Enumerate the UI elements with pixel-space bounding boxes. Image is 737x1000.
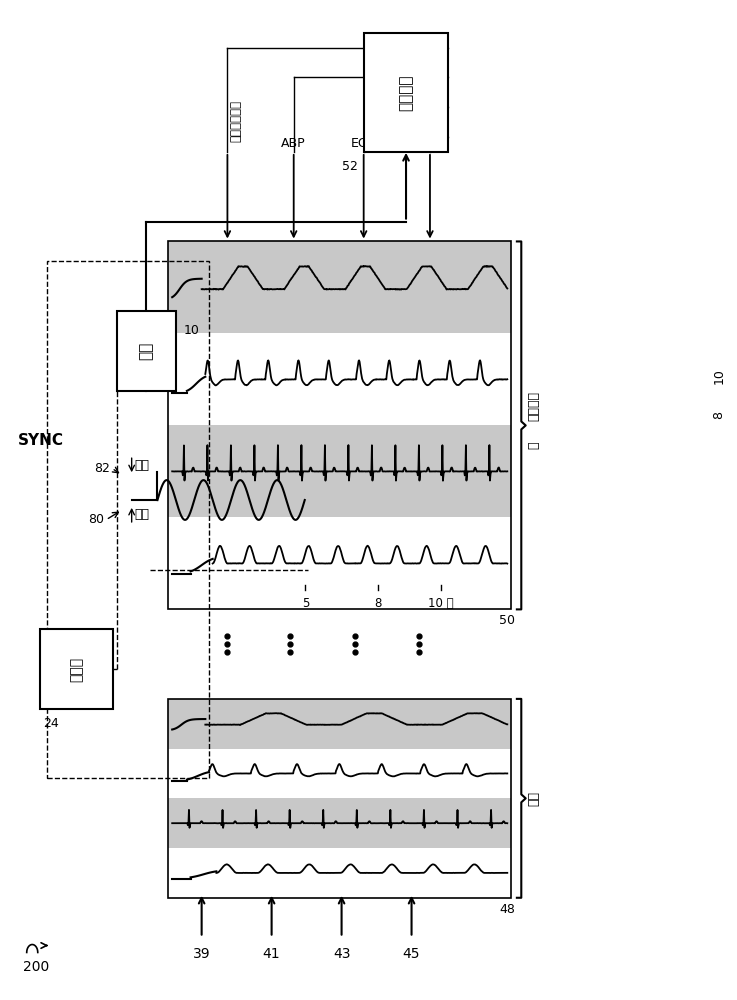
Bar [169,798,511,848]
Text: 输液泵: 输液泵 [69,656,83,682]
Text: 二氧化碳分析: 二氧化碳分析 [230,100,242,142]
Text: 秒: 秒 [527,442,540,449]
Text: 39: 39 [193,948,211,962]
Text: 8: 8 [712,411,725,419]
Text: 48: 48 [500,903,515,916]
Text: 52: 52 [343,160,358,173]
Bar [169,749,511,798]
Text: SYNC: SYNC [18,433,63,448]
FancyBboxPatch shape [40,629,113,709]
Text: ABP: ABP [282,137,306,150]
Text: 82: 82 [94,462,111,475]
Text: 24: 24 [43,717,59,730]
Text: 5: 5 [302,597,310,610]
Bar [169,699,511,749]
Bar [169,848,511,898]
FancyBboxPatch shape [117,311,176,391]
Text: 呼气: 呼气 [134,508,149,521]
FancyBboxPatch shape [363,33,448,152]
Text: 10: 10 [712,368,725,384]
Text: 患者: 患者 [139,342,154,360]
Text: 生理信号: 生理信号 [399,74,413,111]
Bar [169,241,511,333]
Text: 基线: 基线 [527,791,540,806]
Text: PPG: PPG [418,137,442,150]
Bar [169,699,511,898]
Text: 200: 200 [24,960,49,974]
Text: 50: 50 [500,614,515,627]
Bar [47,261,209,778]
Text: 10 秒: 10 秒 [428,597,454,610]
Bar [169,517,511,609]
Text: 43: 43 [333,948,350,962]
Text: 41: 41 [263,948,280,962]
Text: 滴液冲击: 滴液冲击 [527,391,540,421]
Bar [169,333,511,425]
Text: 45: 45 [403,948,420,962]
Text: 80: 80 [88,513,105,526]
Text: ECG: ECG [351,137,377,150]
Text: 8: 8 [374,597,382,610]
Text: 10: 10 [184,324,199,337]
Bar [169,241,511,609]
Text: 吸气: 吸气 [134,459,149,472]
Bar [169,425,511,517]
